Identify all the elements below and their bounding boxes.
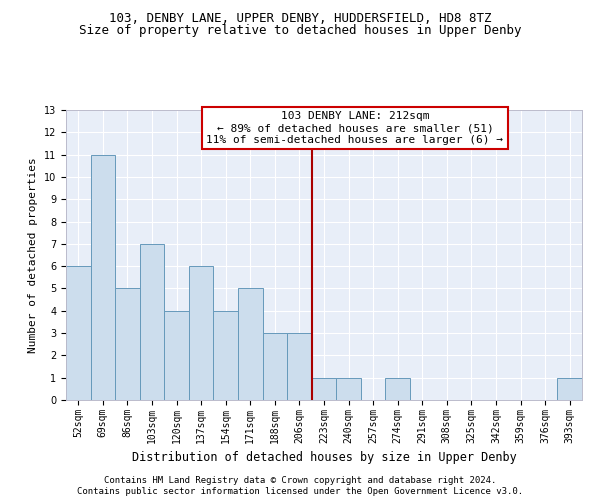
Bar bbox=[336, 378, 361, 400]
Text: 103, DENBY LANE, UPPER DENBY, HUDDERSFIELD, HD8 8TZ: 103, DENBY LANE, UPPER DENBY, HUDDERSFIE… bbox=[109, 12, 491, 26]
Bar bbox=[189, 266, 214, 400]
Bar bbox=[66, 266, 91, 400]
Text: Contains HM Land Registry data © Crown copyright and database right 2024.: Contains HM Land Registry data © Crown c… bbox=[104, 476, 496, 485]
Bar bbox=[214, 311, 238, 400]
Bar bbox=[91, 154, 115, 400]
Bar bbox=[557, 378, 582, 400]
Bar bbox=[385, 378, 410, 400]
Bar bbox=[140, 244, 164, 400]
Bar bbox=[287, 333, 312, 400]
Bar bbox=[115, 288, 140, 400]
Text: Contains public sector information licensed under the Open Government Licence v3: Contains public sector information licen… bbox=[77, 488, 523, 496]
Text: Size of property relative to detached houses in Upper Denby: Size of property relative to detached ho… bbox=[79, 24, 521, 37]
Bar bbox=[263, 333, 287, 400]
Y-axis label: Number of detached properties: Number of detached properties bbox=[28, 157, 38, 353]
Text: 103 DENBY LANE: 212sqm
← 89% of detached houses are smaller (51)
11% of semi-det: 103 DENBY LANE: 212sqm ← 89% of detached… bbox=[206, 112, 503, 144]
Bar bbox=[238, 288, 263, 400]
Bar bbox=[164, 311, 189, 400]
Bar bbox=[312, 378, 336, 400]
X-axis label: Distribution of detached houses by size in Upper Denby: Distribution of detached houses by size … bbox=[131, 451, 517, 464]
